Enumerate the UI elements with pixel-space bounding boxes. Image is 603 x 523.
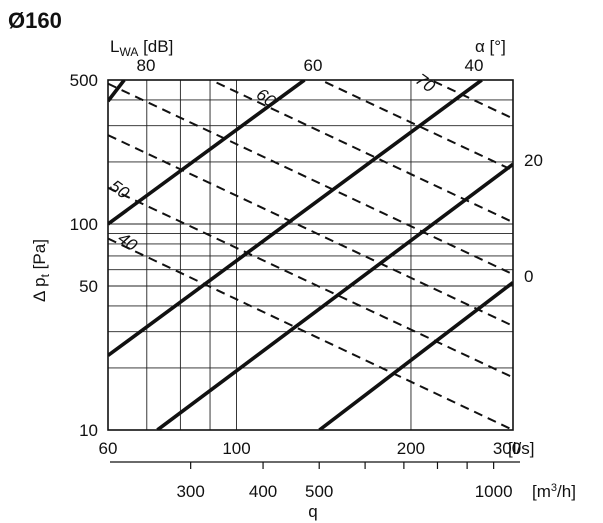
- x-tick-label: 200: [397, 439, 425, 458]
- top-tick-label: 40: [465, 56, 484, 75]
- series-line--60: [108, 80, 306, 226]
- y-axis-title-main: Δ p: [30, 277, 49, 302]
- series-line-lwa-40: [108, 237, 513, 430]
- x2-axis-unit-a: [m: [532, 482, 551, 501]
- y-tick-label: 100: [70, 215, 98, 234]
- x2-tick-label: 400: [249, 482, 277, 501]
- x-tick-label: 60: [99, 439, 118, 458]
- series-line--80: [108, 80, 126, 103]
- y-axis-title: Δ pt [Pa]: [30, 239, 52, 302]
- line-label: 50: [106, 176, 133, 203]
- grid: [108, 80, 513, 430]
- y-axis-title-sub: t: [38, 273, 52, 277]
- x-axis-title: q: [308, 502, 317, 521]
- x2-axis-unit-sup: 3: [551, 482, 557, 494]
- plot-frame: [107, 79, 514, 431]
- series-line--0: [318, 281, 513, 430]
- series-line-lwa-60: [108, 134, 513, 327]
- top-tick-label: 80: [137, 56, 156, 75]
- x-tick-label: 300: [493, 439, 521, 458]
- y-tick-label: 500: [70, 71, 98, 90]
- right-axis-title: α [°]: [475, 37, 506, 56]
- x-axis-unit: [l/s]: [508, 439, 534, 458]
- series-line--40: [108, 80, 483, 357]
- line-label: 70: [412, 70, 439, 97]
- y-tick-label: 50: [79, 277, 98, 296]
- top-tick-label: 60: [304, 56, 323, 75]
- series-line--20: [156, 162, 513, 430]
- top-axis-title-sub: WA: [119, 45, 138, 59]
- x-tick-label: 100: [222, 439, 250, 458]
- top-axis-title: LWA [dB]: [110, 37, 173, 59]
- series-layer: [108, 80, 513, 430]
- x2-tick-label: 300: [176, 482, 204, 501]
- top-axis-title-main: L: [110, 37, 119, 56]
- x2-axis-unit: [m3/h]: [532, 482, 576, 501]
- top-axis-title-unit: [dB]: [138, 37, 173, 56]
- x2-axis-unit-b: /h]: [557, 482, 576, 501]
- chart-title: Ø160: [8, 8, 62, 33]
- series-line-lwa-90: [318, 80, 513, 172]
- y-tick-label: 10: [79, 421, 98, 440]
- x2-tick-label: 1000: [475, 482, 513, 501]
- series-line-lwa-50: [108, 186, 513, 379]
- x2-tick-label: 500: [305, 482, 333, 501]
- line-label: 60: [253, 85, 280, 112]
- right-tick-label: 0: [524, 267, 533, 286]
- right-tick-label: 20: [524, 151, 543, 170]
- y-axis-title-unit: [Pa]: [30, 239, 49, 274]
